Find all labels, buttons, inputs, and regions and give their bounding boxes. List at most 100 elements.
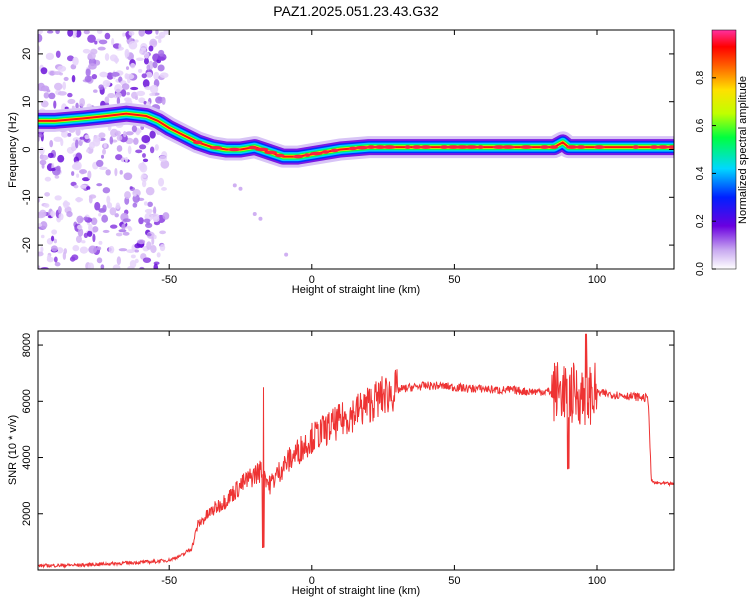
spectrogram-speckle — [72, 245, 80, 252]
spectrogram-speckle — [98, 208, 104, 212]
spectrogram-panel: -50 0 50 100 -20 -10 0 10 20 Height of straight… — [7, 29, 675, 296]
spectrogram-speckle — [87, 34, 96, 43]
spectrogram-speckle — [39, 154, 49, 161]
spectrogram-speckle — [95, 159, 104, 167]
spectrogram-peak — [539, 145, 550, 149]
snr-frame — [37, 330, 675, 571]
spectrogram-speckle — [114, 167, 118, 177]
spectrogram-speckle — [134, 243, 142, 249]
spectrogram-speckle — [114, 213, 119, 218]
spectrogram-speckle — [45, 52, 55, 61]
spectrogram-speckle — [40, 234, 45, 239]
spectrogram-speckle — [137, 239, 146, 245]
spectrogram-speckle — [122, 218, 131, 223]
spectrogram-speckle — [111, 37, 115, 46]
spectrogram-speckle — [129, 259, 137, 269]
spectrogram-speckles — [38, 30, 289, 269]
spectrogram-peak — [420, 145, 432, 149]
spectrogram-speckle — [75, 197, 84, 202]
spectrogram-speckle — [38, 251, 44, 257]
spectrogram-speckle — [48, 92, 56, 100]
colorbar-label: Normalized spectral amplitude — [737, 76, 749, 224]
spectrogram-speckle — [104, 53, 110, 61]
spectrogram-speckle — [143, 57, 149, 65]
spectrogram-speckle — [83, 216, 89, 221]
y-tick-label: 20 — [21, 48, 33, 60]
spectrogram-speckle — [54, 174, 60, 179]
spectrogram-speckle — [83, 232, 89, 238]
spectrogram-peak — [649, 145, 659, 149]
spectrogram-speckle — [122, 131, 127, 138]
spectrogram-speckle — [123, 172, 133, 181]
spectrogram-speckle — [116, 134, 123, 141]
spectrogram-speckle — [131, 125, 138, 133]
spectrogram-speckle — [107, 93, 116, 99]
x-tick-label: 100 — [588, 575, 606, 587]
spectrogram-speckle — [99, 166, 108, 170]
spectrogram-speckle — [127, 145, 132, 155]
spectrogram-speckle — [142, 174, 147, 178]
spectrogram-speckle — [149, 146, 155, 154]
colorbar-tick-label: 0.0 — [695, 262, 706, 276]
spectrogram-speckle — [53, 238, 58, 244]
x-tick-label: 0 — [309, 575, 315, 587]
spectrogram-y-ticks: -20 -10 0 10 20 — [21, 48, 674, 253]
spectrogram-speckle — [73, 161, 82, 171]
spectrogram-speckle — [130, 86, 139, 91]
spectrogram-speckle — [40, 67, 48, 75]
spectrogram-speckle — [102, 187, 111, 194]
spectrogram-speckle — [106, 195, 111, 204]
spectrogram-speckle — [58, 213, 64, 221]
spectrogram-speckle — [139, 50, 144, 54]
spectrogram-speckle — [79, 136, 86, 140]
spectrogram-speckle — [134, 249, 140, 253]
spectrogram-peak — [310, 151, 323, 156]
spectrogram-peak — [439, 145, 449, 149]
spectrogram-speckle — [76, 173, 80, 178]
spectrogram-peak — [501, 145, 515, 149]
spectrogram-speckle — [115, 130, 121, 136]
spectrogram-speckle — [149, 84, 159, 94]
spectrogram-speckle — [143, 201, 148, 206]
spectrogram-speckle — [153, 221, 161, 226]
spectrogram-speckle — [94, 40, 98, 45]
colorbar-tick-label: 0.6 — [695, 118, 706, 132]
x-tick-label: 100 — [588, 274, 606, 286]
spectrogram-x-ticks: -50 0 50 100 — [161, 30, 606, 286]
spectrogram-speckle — [128, 30, 135, 36]
spectrogram-speckle — [54, 195, 62, 201]
spectrogram-speckle — [75, 235, 82, 244]
spectrogram-speckle — [115, 154, 123, 161]
spectrogram-peak — [227, 147, 241, 152]
spectrogram-speckle — [156, 252, 161, 258]
spectrogram-peak — [657, 145, 669, 149]
spectrogram-peak — [348, 146, 358, 151]
spectrogram-speckle — [141, 180, 147, 188]
spectrogram-speckle — [38, 265, 41, 269]
spectrogram-speckle — [40, 221, 48, 230]
y-tick-label: 8000 — [21, 333, 33, 357]
spectrogram-speckle — [125, 131, 134, 136]
spectrogram-speckle — [38, 30, 43, 35]
spectrogram-speckle — [111, 72, 120, 77]
spectrogram-speckle — [153, 263, 158, 269]
spectrogram-speckle — [40, 246, 44, 253]
spectrogram-speckle — [116, 256, 121, 266]
spectrogram-speckle — [97, 46, 106, 51]
spectrogram-peak — [447, 145, 460, 149]
spectrogram-speckle — [96, 30, 103, 34]
spectrogram-peak — [193, 140, 203, 145]
spectrogram-speckle — [103, 142, 107, 149]
spectrogram-speckle — [122, 32, 126, 37]
spectrogram-speckle — [100, 264, 105, 269]
spectrogram-speckle — [238, 186, 243, 191]
spectrogram-speckle — [142, 257, 152, 263]
spectrogram-speckle — [126, 249, 135, 254]
spectrogram-speckle — [147, 201, 153, 208]
spectrogram-speckle — [143, 218, 151, 223]
spectrogram-speckle — [142, 79, 150, 88]
spectrogram-peak — [632, 145, 640, 149]
spectrogram-speckle — [50, 235, 55, 242]
spectrogram-speckle — [38, 196, 41, 203]
